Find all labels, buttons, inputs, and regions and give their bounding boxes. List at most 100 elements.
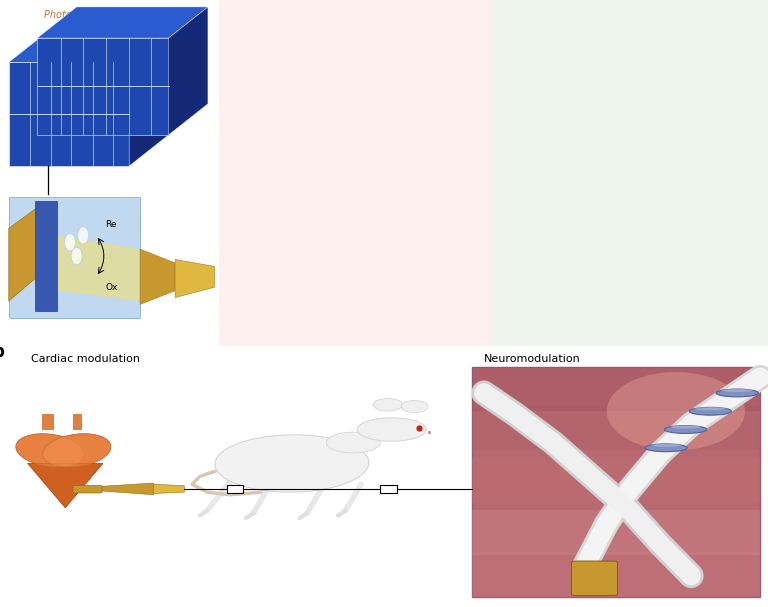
- FancyBboxPatch shape: [571, 561, 617, 595]
- Ellipse shape: [645, 444, 687, 452]
- Circle shape: [78, 226, 88, 244]
- Ellipse shape: [664, 426, 707, 433]
- Ellipse shape: [354, 316, 392, 340]
- FancyBboxPatch shape: [42, 414, 54, 430]
- Ellipse shape: [518, 323, 537, 333]
- Text: $e^-$: $e^-$: [549, 58, 563, 67]
- Text: Photoelectrochemical cells: Photoelectrochemical cells: [44, 10, 175, 21]
- Text: Nanoporous: Nanoporous: [604, 14, 655, 23]
- Text: Saline: Saline: [430, 18, 460, 29]
- FancyBboxPatch shape: [472, 552, 760, 597]
- Ellipse shape: [610, 323, 628, 333]
- Text: p-Si: p-Si: [622, 30, 637, 39]
- Text: Non-porous p-type (hard): Non-porous p-type (hard): [581, 270, 678, 279]
- Ellipse shape: [549, 316, 592, 340]
- Text: Non-porous: Non-porous: [506, 14, 554, 23]
- Text: $\ominus$: $\ominus$: [708, 45, 717, 55]
- Polygon shape: [100, 483, 154, 495]
- Text: b: b: [0, 344, 4, 361]
- Text: $h^+$: $h^+$: [533, 149, 548, 160]
- Text: p-Si: p-Si: [522, 30, 538, 39]
- FancyBboxPatch shape: [380, 484, 397, 493]
- FancyBboxPatch shape: [227, 484, 243, 493]
- Ellipse shape: [716, 389, 758, 397]
- FancyBboxPatch shape: [472, 406, 760, 450]
- Text: Excitable tissue: Excitable tissue: [600, 336, 660, 345]
- Ellipse shape: [722, 389, 753, 392]
- Ellipse shape: [43, 434, 111, 467]
- Ellipse shape: [373, 398, 402, 411]
- Text: Re: Re: [105, 220, 117, 229]
- Circle shape: [65, 234, 75, 251]
- Text: $E_V$: $E_V$: [614, 140, 627, 154]
- Ellipse shape: [406, 323, 423, 333]
- Text: Semiconductor
membrane: Semiconductor membrane: [452, 260, 505, 274]
- Ellipse shape: [243, 323, 259, 333]
- Text: p-Si: p-Si: [250, 18, 269, 29]
- Text: Porosity-based junction: Porosity-based junction: [555, 0, 677, 6]
- Text: $\oplus$: $\oplus$: [708, 61, 717, 71]
- Text: $\ominus$: $\ominus$: [409, 45, 417, 55]
- Text: Excitable tissue: Excitable tissue: [310, 336, 370, 345]
- Text: $e^-$: $e^-$: [273, 61, 287, 71]
- Text: Re: Re: [723, 80, 737, 89]
- FancyBboxPatch shape: [472, 510, 760, 555]
- Text: $\ominus$: $\ominus$: [427, 45, 435, 55]
- Text: Ox: Ox: [440, 110, 453, 120]
- FancyBboxPatch shape: [501, 260, 759, 288]
- Text: Ox: Ox: [723, 110, 737, 120]
- Ellipse shape: [695, 407, 726, 410]
- Ellipse shape: [598, 316, 641, 340]
- FancyBboxPatch shape: [501, 215, 759, 263]
- Text: Nanoporous p-type (soft): Nanoporous p-type (soft): [582, 295, 677, 304]
- Ellipse shape: [16, 434, 84, 467]
- Ellipse shape: [43, 434, 111, 467]
- Ellipse shape: [646, 316, 689, 340]
- FancyBboxPatch shape: [472, 458, 760, 503]
- Text: Ox: Ox: [105, 283, 118, 292]
- FancyBboxPatch shape: [472, 367, 760, 597]
- Text: $\ominus$: $\ominus$: [689, 45, 697, 55]
- Text: $E_C$: $E_C$: [334, 84, 347, 97]
- Text: $E_C$: $E_C$: [614, 73, 627, 87]
- Text: Saline: Saline: [713, 22, 740, 32]
- Text: $E_V$: $E_V$: [334, 144, 347, 158]
- Text: $h\nu$: $h\nu$: [501, 51, 514, 63]
- Ellipse shape: [658, 323, 677, 333]
- Polygon shape: [168, 7, 208, 135]
- FancyBboxPatch shape: [227, 215, 452, 263]
- FancyBboxPatch shape: [227, 286, 452, 313]
- Ellipse shape: [215, 435, 369, 492]
- FancyBboxPatch shape: [8, 197, 140, 318]
- Text: $\oplus$: $\oplus$: [689, 61, 697, 71]
- FancyBboxPatch shape: [73, 486, 102, 493]
- Ellipse shape: [323, 323, 339, 333]
- Polygon shape: [37, 38, 168, 135]
- Polygon shape: [8, 31, 168, 63]
- Text: $h^+$: $h^+$: [263, 155, 276, 167]
- Polygon shape: [8, 208, 37, 301]
- Ellipse shape: [690, 407, 731, 415]
- Ellipse shape: [401, 401, 429, 413]
- Text: $E_F$: $E_F$: [334, 106, 346, 120]
- Ellipse shape: [561, 323, 580, 333]
- Text: $\oplus$: $\oplus$: [409, 61, 417, 71]
- Polygon shape: [37, 7, 208, 38]
- Polygon shape: [28, 464, 103, 508]
- Ellipse shape: [670, 426, 701, 429]
- Ellipse shape: [280, 323, 296, 333]
- Polygon shape: [8, 63, 129, 166]
- Ellipse shape: [607, 372, 745, 450]
- FancyBboxPatch shape: [73, 414, 82, 430]
- Text: $h\nu$: $h\nu$: [230, 55, 244, 67]
- Ellipse shape: [357, 418, 426, 441]
- Ellipse shape: [694, 316, 737, 340]
- Ellipse shape: [506, 316, 549, 340]
- Ellipse shape: [16, 434, 84, 467]
- FancyBboxPatch shape: [501, 310, 759, 344]
- Ellipse shape: [326, 432, 380, 453]
- Ellipse shape: [571, 581, 617, 591]
- FancyBboxPatch shape: [501, 286, 759, 313]
- Polygon shape: [129, 31, 168, 166]
- Text: $\oplus$: $\oplus$: [427, 61, 435, 71]
